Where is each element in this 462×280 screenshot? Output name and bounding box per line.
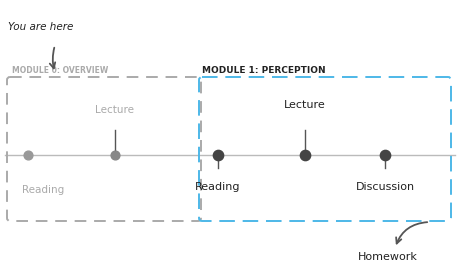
Point (301, 153, 309, 157)
Text: Discussion: Discussion (355, 182, 414, 192)
Text: You are here: You are here (8, 22, 73, 32)
Point (111, 153, 119, 157)
Text: Lecture: Lecture (284, 100, 326, 110)
Point (214, 153, 222, 157)
Point (381, 153, 389, 157)
Text: Lecture: Lecture (96, 105, 134, 115)
Point (24, 153, 32, 157)
Text: Reading: Reading (195, 182, 241, 192)
Text: MODULE 1: PERCEPTION: MODULE 1: PERCEPTION (202, 66, 326, 75)
Text: Reading: Reading (22, 185, 64, 195)
Text: Homework: Homework (358, 252, 418, 262)
Text: MODULE 0: OVERVIEW: MODULE 0: OVERVIEW (12, 66, 108, 75)
